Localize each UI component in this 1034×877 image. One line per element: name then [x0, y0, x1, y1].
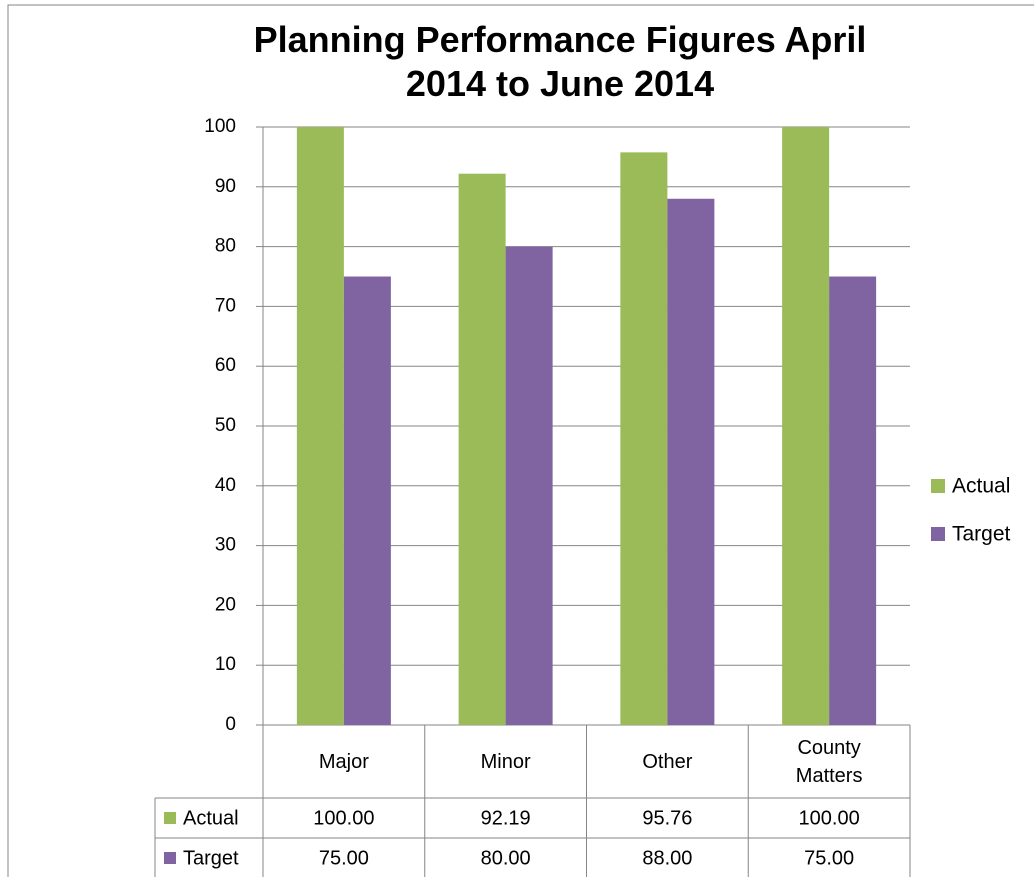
- table-value: 92.19: [481, 807, 531, 829]
- y-tick-label: 80: [215, 236, 236, 257]
- legend-key: [931, 479, 945, 493]
- bar: [782, 127, 830, 725]
- bar: [505, 246, 553, 725]
- table-legend-key: [164, 812, 176, 824]
- table-value: 95.76: [642, 807, 692, 829]
- bar: [667, 198, 715, 725]
- y-tick-label: 100: [204, 116, 236, 137]
- y-tick-label: 90: [215, 176, 236, 197]
- chart-title: Planning Performance Figures April 2014 …: [253, 19, 867, 104]
- table-value: 75.00: [319, 847, 369, 869]
- y-tick-label: 50: [215, 415, 236, 436]
- table-value: 100.00: [799, 807, 860, 829]
- table-row-label: Actual: [183, 807, 239, 829]
- x-tick-label: Other: [642, 750, 693, 773]
- y-tick-label: 40: [215, 475, 236, 496]
- x-tick-label: County Matters: [795, 736, 863, 787]
- y-tick-label: 20: [215, 594, 236, 615]
- bar: [620, 152, 668, 725]
- table-legend-key: [164, 852, 176, 864]
- y-tick-label: 60: [215, 355, 236, 376]
- y-tick-label: 10: [215, 654, 236, 675]
- table-value: 75.00: [804, 847, 854, 869]
- table-value: 100.00: [313, 807, 374, 829]
- y-tick-label: 70: [215, 295, 236, 316]
- chart-border: [7, 4, 1034, 877]
- y-tick-label: 30: [215, 535, 236, 556]
- x-tick-label: Major: [318, 750, 369, 773]
- bar: [458, 173, 506, 725]
- table-value: 88.00: [642, 847, 692, 869]
- legend-label: Actual: [952, 475, 1010, 498]
- x-tick-label: Minor: [480, 750, 531, 773]
- table-row-label: Target: [183, 847, 239, 869]
- table-value: 80.00: [481, 847, 531, 869]
- legend-key: [931, 527, 945, 541]
- y-tick-label: 0: [225, 714, 236, 735]
- bar: [829, 276, 877, 725]
- legend-label: Target: [952, 523, 1011, 546]
- bar: [296, 127, 344, 725]
- bar: [343, 276, 391, 725]
